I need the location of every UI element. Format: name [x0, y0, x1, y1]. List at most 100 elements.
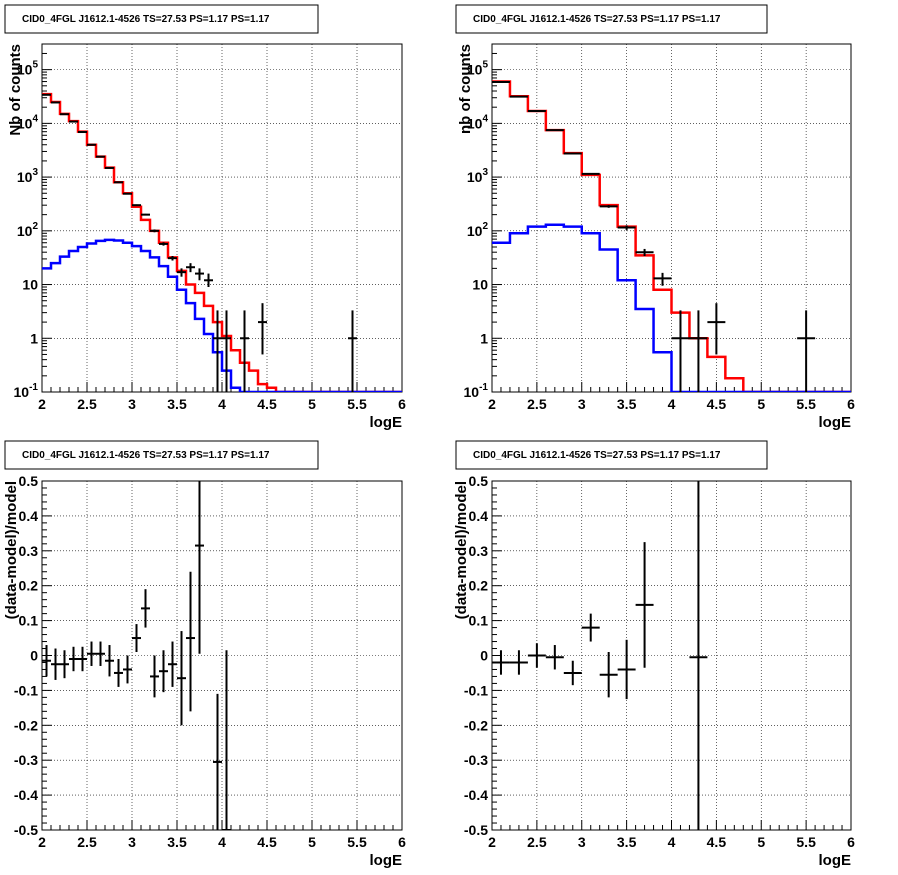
x-tick-label: 2: [488, 834, 496, 850]
data-point: [78, 131, 87, 134]
y-tick-label: -0.5: [14, 822, 38, 838]
data-point: [545, 129, 564, 132]
series-step-line: [492, 80, 851, 392]
data-point: [671, 310, 690, 392]
x-tick-label: 5: [308, 834, 316, 850]
data-point: [141, 213, 150, 216]
y-tick-label: 0.2: [469, 578, 489, 594]
x-tick-label: 5.5: [347, 834, 367, 850]
x-axis-label: logE: [370, 852, 403, 869]
x-tick-label: 5.5: [796, 396, 816, 412]
data-point: [87, 641, 96, 666]
data-point: [105, 166, 114, 169]
x-axis-label: logE: [819, 852, 852, 869]
y-tick-label: -0.2: [464, 717, 488, 733]
y-tick-label: 0.3: [19, 543, 39, 559]
chart-title-box: [4, 440, 319, 470]
chart-title: CID0_4FGL J1612.1-4526 TS=27.53 PS=1.17 …: [473, 14, 721, 25]
data-point: [150, 655, 159, 698]
y-tick-label: 10-1: [464, 382, 489, 400]
y-tick-label: -0.3: [464, 752, 488, 768]
data-point: [195, 268, 204, 281]
y-tick-label: 0.2: [19, 578, 39, 594]
data-point: [635, 542, 654, 668]
x-tick-label: 2: [38, 396, 46, 412]
data-point: [114, 181, 123, 184]
series-step-line: [42, 238, 402, 392]
data-layer: [492, 80, 851, 392]
data-point: [689, 481, 708, 830]
x-tick-label: 3.5: [617, 396, 637, 412]
data-point: [707, 303, 726, 355]
data-point: [105, 645, 114, 677]
data-point: [258, 303, 267, 355]
y-tick-label: -0.2: [14, 717, 38, 733]
data-point: [186, 571, 195, 712]
y-axis-label: (data-model)/model: [453, 481, 470, 619]
chart-panel-3: CID0_4FGL J1612.1-4526 TS=27.53 PS=1.17 …: [3, 440, 406, 869]
grid: [42, 44, 402, 392]
y-tick-label: 0.5: [469, 473, 489, 489]
x-tick-label: 6: [847, 834, 855, 850]
data-point: [168, 641, 177, 687]
x-tick-label: 4.5: [707, 834, 727, 850]
data-point: [150, 229, 159, 233]
data-point: [599, 652, 618, 698]
y-tick-label: 0.5: [19, 473, 39, 489]
data-point: [222, 310, 231, 392]
y-tick-label: 10: [22, 277, 38, 293]
x-tick-label: 6: [847, 396, 855, 412]
data-point: [168, 255, 177, 261]
x-tick-label: 6: [398, 396, 406, 412]
data-point: [42, 645, 51, 677]
data-point: [581, 613, 600, 642]
y-tick-label: -0.3: [14, 752, 38, 768]
data-point: [240, 310, 249, 392]
y-tick-label: 0.1: [19, 613, 39, 629]
chart-title-box: [4, 4, 319, 34]
data-point: [69, 120, 78, 123]
chart-title-box: [455, 440, 768, 470]
data-point: [87, 143, 96, 146]
data-point: [563, 152, 582, 155]
y-tick-label: -0.4: [464, 787, 488, 803]
data-point: [213, 310, 222, 392]
x-tick-label: 5.5: [796, 834, 816, 850]
y-tick-label: 103: [467, 167, 489, 185]
y-tick-label: 0.4: [19, 508, 39, 524]
y-tick-label: 105: [467, 60, 489, 78]
y-tick-label: 0.3: [469, 543, 489, 559]
x-tick-label: 2.5: [527, 834, 547, 850]
y-tick-label: 0: [480, 648, 488, 664]
axis-ticks: [41, 480, 403, 831]
data-point: [581, 172, 600, 175]
chart-panel-4: CID0_4FGL J1612.1-4526 TS=27.53 PS=1.17 …: [453, 440, 855, 869]
data-point: [527, 109, 546, 112]
data-point: [159, 242, 168, 246]
data-point: [177, 268, 186, 277]
y-tick-label: -0.5: [464, 822, 488, 838]
x-tick-label: 3: [128, 834, 136, 850]
data-point: [123, 655, 132, 684]
data-point: [635, 248, 654, 256]
x-axis-label: logE: [819, 414, 852, 431]
data-point: [69, 646, 78, 672]
y-tick-label: 104: [17, 113, 39, 131]
y-tick-label: 104: [467, 113, 489, 131]
data-point: [78, 646, 87, 672]
data-point: [159, 650, 168, 693]
series-step-line: [492, 223, 851, 392]
data-point: [617, 639, 636, 700]
x-tick-label: 2.5: [77, 834, 97, 850]
data-point: [599, 205, 618, 208]
x-tick-label: 5: [757, 396, 765, 412]
data-layer: [492, 481, 708, 830]
data-point: [177, 631, 186, 726]
data-layer: [42, 481, 231, 830]
grid: [492, 44, 851, 392]
y-tick-label: 105: [17, 60, 39, 78]
y-tick-label: 0.4: [469, 508, 489, 524]
data-point: [204, 273, 213, 288]
data-point: [195, 481, 204, 654]
y-tick-label: -0.1: [14, 682, 38, 698]
